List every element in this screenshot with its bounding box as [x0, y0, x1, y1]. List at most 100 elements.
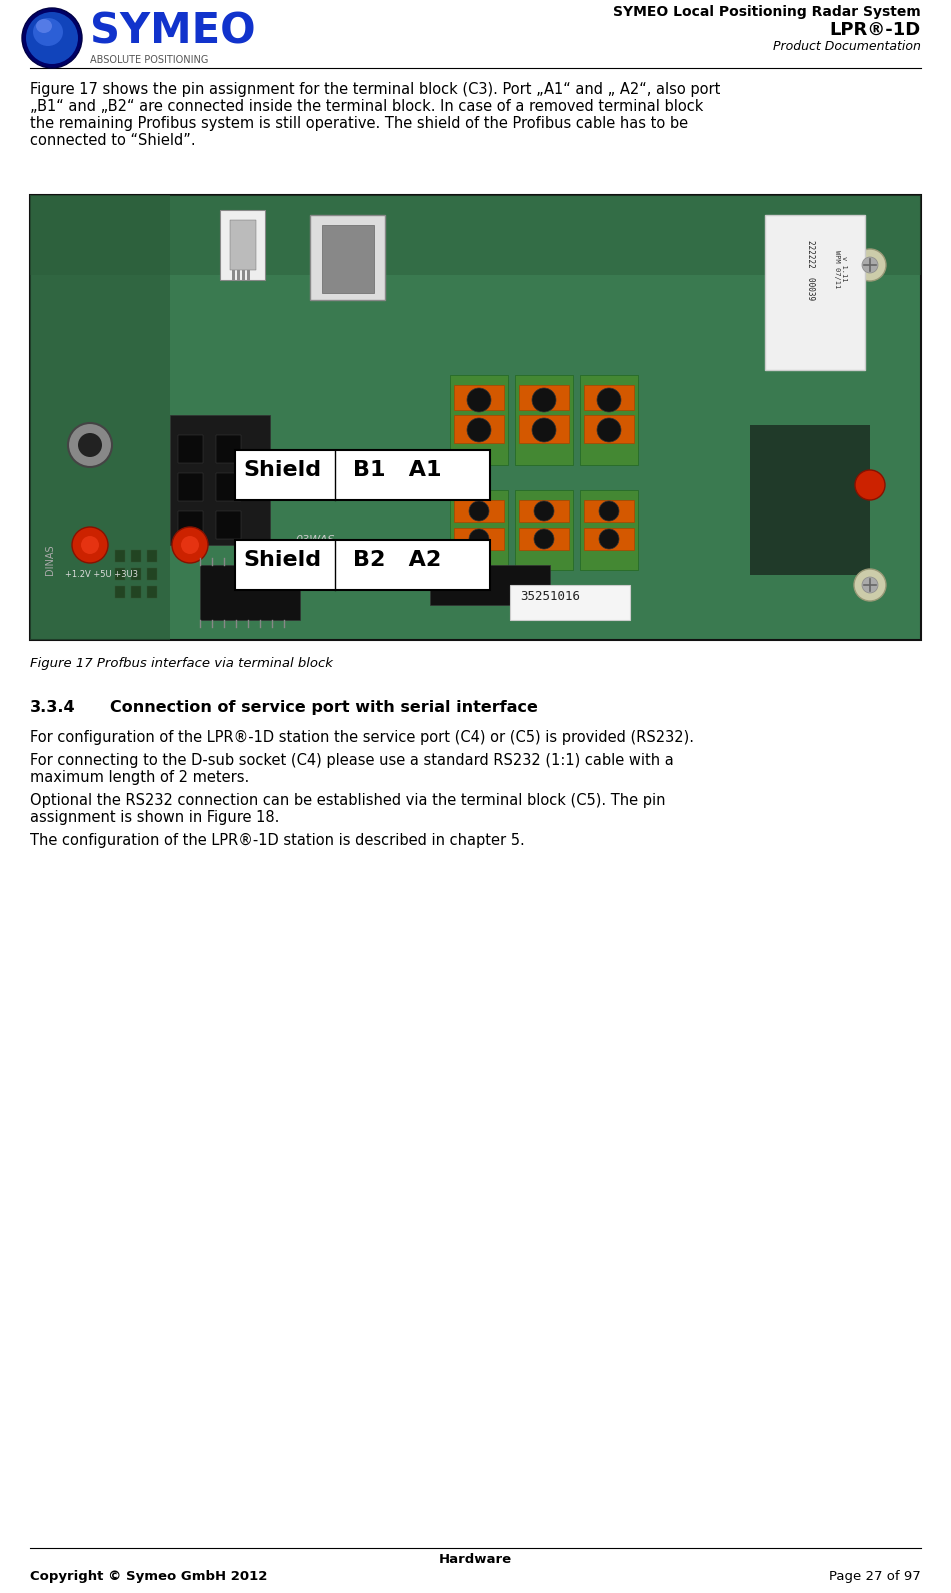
- Circle shape: [172, 527, 208, 562]
- Text: maximum length of 2 meters.: maximum length of 2 meters.: [30, 769, 249, 785]
- Ellipse shape: [33, 18, 63, 46]
- Text: +1.2V +5U +3U3: +1.2V +5U +3U3: [65, 570, 138, 578]
- Bar: [322, 225, 374, 293]
- Bar: [178, 473, 203, 502]
- Bar: [584, 527, 634, 550]
- Bar: [242, 269, 245, 280]
- Bar: [131, 569, 141, 580]
- Circle shape: [467, 417, 491, 441]
- Text: Figure 17 shows the pin assignment for the terminal block (C3). Port „A1“ and „ : Figure 17 shows the pin assignment for t…: [30, 81, 720, 97]
- Text: Product Documentation: Product Documentation: [773, 40, 921, 53]
- Circle shape: [469, 529, 489, 550]
- Text: SYMEO: SYMEO: [90, 10, 256, 53]
- Text: B1   A1: B1 A1: [353, 460, 441, 479]
- Text: DINAS: DINAS: [45, 545, 55, 575]
- Bar: [235, 540, 490, 589]
- Bar: [216, 435, 241, 464]
- Bar: [765, 215, 865, 370]
- Ellipse shape: [26, 13, 78, 64]
- Bar: [519, 386, 569, 409]
- Bar: [30, 194, 921, 640]
- Bar: [750, 425, 870, 575]
- Circle shape: [72, 527, 108, 562]
- Text: 35251016: 35251016: [520, 589, 580, 604]
- Circle shape: [68, 424, 112, 467]
- Bar: [584, 386, 634, 409]
- Bar: [519, 416, 569, 443]
- Bar: [519, 527, 569, 550]
- Ellipse shape: [22, 8, 82, 68]
- Circle shape: [862, 577, 878, 593]
- Text: The configuration of the LPR®-1D station is described in chapter 5.: The configuration of the LPR®-1D station…: [30, 833, 525, 847]
- Bar: [115, 569, 125, 580]
- Text: For connecting to the D-sub socket (C4) please use a standard RS232 (1:1) cable : For connecting to the D-sub socket (C4) …: [30, 753, 673, 768]
- Bar: [131, 586, 141, 597]
- Bar: [115, 586, 125, 597]
- Bar: [454, 386, 504, 409]
- Bar: [30, 194, 170, 640]
- Text: Optional the RS232 connection can be established via the terminal block (C5). Th: Optional the RS232 connection can be est…: [30, 793, 666, 808]
- Text: Hardware: Hardware: [439, 1553, 512, 1566]
- Bar: [454, 527, 504, 550]
- Bar: [235, 449, 490, 500]
- Text: Figure 17 Profbus interface via terminal block: Figure 17 Profbus interface via terminal…: [30, 656, 333, 671]
- Bar: [510, 585, 630, 620]
- Text: connected to “Shield”.: connected to “Shield”.: [30, 132, 196, 148]
- Bar: [454, 416, 504, 443]
- Circle shape: [534, 502, 554, 521]
- Bar: [115, 550, 125, 562]
- Bar: [178, 435, 203, 464]
- Text: 222222  00039: 222222 00039: [805, 241, 814, 299]
- Circle shape: [534, 529, 554, 550]
- Bar: [310, 215, 385, 299]
- Text: the remaining Profibus system is still operative. The shield of the Profibus cab: the remaining Profibus system is still o…: [30, 116, 689, 131]
- Text: SYMEO Local Positioning Radar System: SYMEO Local Positioning Radar System: [613, 5, 921, 19]
- Bar: [220, 210, 265, 280]
- Bar: [450, 491, 508, 570]
- Circle shape: [469, 502, 489, 521]
- Circle shape: [78, 433, 102, 457]
- Text: For configuration of the LPR®-1D station the service port (C4) or (C5) is provid: For configuration of the LPR®-1D station…: [30, 730, 694, 746]
- Bar: [131, 550, 141, 562]
- Bar: [232, 269, 235, 280]
- Bar: [147, 569, 157, 580]
- Bar: [450, 374, 508, 465]
- Circle shape: [597, 417, 621, 441]
- Circle shape: [599, 529, 619, 550]
- Bar: [519, 500, 569, 523]
- Circle shape: [81, 535, 99, 554]
- Bar: [430, 566, 550, 605]
- Ellipse shape: [36, 19, 52, 33]
- Bar: [216, 473, 241, 502]
- Bar: [147, 586, 157, 597]
- Text: Page 27 of 97: Page 27 of 97: [829, 1571, 921, 1583]
- Bar: [515, 374, 573, 465]
- Circle shape: [855, 470, 885, 500]
- Circle shape: [599, 502, 619, 521]
- Bar: [230, 220, 256, 269]
- Text: Shield: Shield: [243, 460, 321, 479]
- Text: Copyright © Symeo GmbH 2012: Copyright © Symeo GmbH 2012: [30, 1571, 267, 1583]
- Bar: [237, 269, 240, 280]
- Text: Connection of service port with serial interface: Connection of service port with serial i…: [110, 699, 538, 715]
- Circle shape: [181, 535, 199, 554]
- Bar: [580, 491, 638, 570]
- Bar: [247, 269, 250, 280]
- Bar: [454, 500, 504, 523]
- Circle shape: [854, 569, 886, 601]
- Bar: [147, 550, 157, 562]
- Bar: [200, 566, 300, 620]
- Circle shape: [467, 389, 491, 413]
- Circle shape: [597, 389, 621, 413]
- Text: Shield: Shield: [243, 550, 321, 570]
- Bar: [580, 374, 638, 465]
- Bar: [216, 511, 241, 538]
- Text: assignment is shown in Figure 18.: assignment is shown in Figure 18.: [30, 809, 280, 825]
- Text: 3.3.4: 3.3.4: [30, 699, 76, 715]
- Text: „B1“ and „B2“ are connected inside the terminal block. In case of a removed term: „B1“ and „B2“ are connected inside the t…: [30, 99, 704, 115]
- Text: 03WAS: 03WAS: [295, 535, 335, 545]
- Circle shape: [532, 417, 556, 441]
- Text: B2   A2: B2 A2: [353, 550, 441, 570]
- Bar: [584, 416, 634, 443]
- Text: v 1.11
WPM 07/11: v 1.11 WPM 07/11: [833, 250, 846, 288]
